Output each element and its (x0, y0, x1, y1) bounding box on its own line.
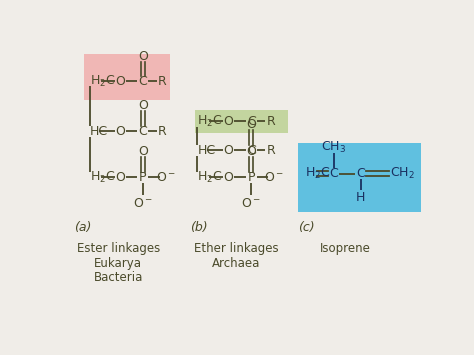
Text: Ether linkages: Ether linkages (194, 242, 278, 255)
Text: H$_2$C: H$_2$C (90, 73, 115, 89)
Text: O: O (223, 144, 233, 157)
Bar (83, 54, 170, 100)
Text: R: R (158, 75, 166, 88)
Text: R: R (266, 144, 275, 157)
Text: P: P (247, 171, 255, 184)
Bar (298, 143, 421, 212)
Text: Ester linkages: Ester linkages (77, 242, 160, 255)
Text: O: O (223, 171, 233, 184)
Text: H$_2$C: H$_2$C (198, 114, 223, 129)
Text: H$_2$C: H$_2$C (90, 170, 115, 185)
Text: O$^-$: O$^-$ (264, 171, 284, 184)
Text: O$^-$: O$^-$ (241, 197, 262, 210)
Text: R: R (158, 125, 166, 138)
Text: C: C (138, 125, 147, 138)
Text: C: C (138, 75, 147, 88)
Text: O: O (116, 125, 126, 138)
Text: Bacteria: Bacteria (93, 271, 143, 284)
Text: P: P (139, 171, 146, 184)
Text: O: O (138, 145, 148, 158)
Text: HC: HC (198, 144, 216, 157)
Text: CH$_2$: CH$_2$ (390, 166, 415, 181)
Text: C: C (247, 144, 256, 157)
Text: Isoprene: Isoprene (320, 242, 371, 255)
Text: H: H (356, 191, 365, 204)
Text: R: R (266, 115, 275, 128)
Text: HC: HC (90, 125, 108, 138)
Bar (195, 110, 288, 133)
Text: C: C (247, 115, 256, 128)
Text: O$^-$: O$^-$ (133, 197, 153, 210)
Text: O: O (138, 99, 148, 112)
Text: Eukarya: Eukarya (94, 257, 142, 270)
Text: (a): (a) (74, 221, 91, 234)
Text: (b): (b) (190, 221, 208, 234)
Text: C: C (329, 167, 338, 180)
Text: CH$_3$: CH$_3$ (321, 140, 346, 155)
Text: O$^-$: O$^-$ (156, 171, 176, 184)
Text: O: O (116, 171, 126, 184)
Text: O: O (246, 145, 256, 158)
Text: Archaea: Archaea (212, 257, 260, 270)
Text: H$_2$C: H$_2$C (305, 166, 331, 181)
Text: O: O (138, 50, 148, 63)
Text: H$_2$C: H$_2$C (198, 170, 223, 185)
Text: O: O (116, 75, 126, 88)
Text: C: C (356, 167, 365, 180)
Text: (c): (c) (298, 221, 314, 234)
Text: O: O (223, 115, 233, 128)
Text: O: O (246, 119, 256, 131)
